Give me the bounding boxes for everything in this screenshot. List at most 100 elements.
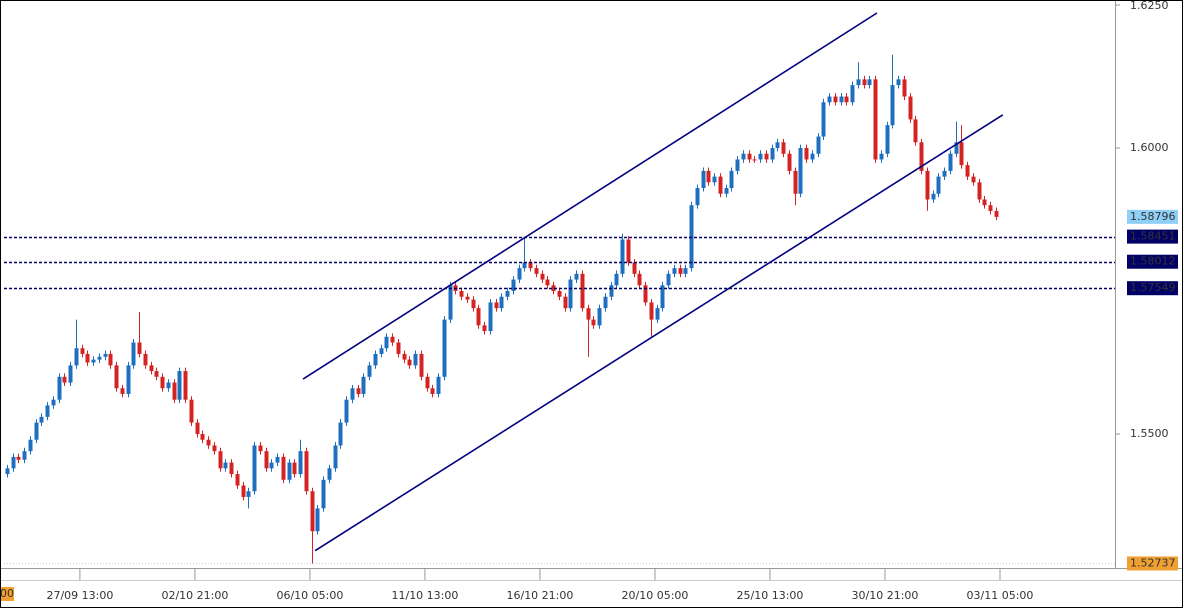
candle-body	[402, 353, 407, 360]
candle-body	[804, 148, 809, 160]
candle-body	[752, 159, 757, 161]
level-label: 1.57549	[1130, 281, 1176, 294]
candle-body	[28, 439, 33, 452]
last-price-label: 1.58796	[1130, 210, 1176, 223]
candle-body	[959, 142, 964, 166]
y-tick-label: 1.6250	[1130, 0, 1169, 12]
candle-body	[764, 153, 769, 160]
candle-body	[206, 439, 211, 446]
candle-body	[425, 376, 430, 389]
candle-body	[729, 170, 734, 189]
candle-body	[298, 451, 303, 475]
candle-body	[856, 79, 861, 86]
candle-body	[252, 445, 257, 492]
candle-body	[448, 285, 453, 320]
candle-body	[844, 96, 849, 103]
candle-body	[982, 199, 987, 206]
candle-body	[839, 96, 844, 103]
candle-body	[177, 371, 182, 400]
candle-body	[22, 451, 27, 460]
candle-body	[827, 96, 832, 103]
candle-body	[97, 356, 102, 360]
x-tick-label: 20/10 05:00	[622, 589, 689, 602]
candle-body	[241, 485, 246, 497]
candle-body	[34, 422, 39, 440]
candle-body	[264, 451, 269, 469]
candle-body	[597, 308, 602, 326]
candle-body	[879, 153, 884, 160]
trend-line	[302, 12, 878, 380]
candle-body	[528, 262, 533, 269]
candle-body	[821, 102, 826, 137]
candle-body	[695, 188, 700, 206]
candle-body	[586, 308, 591, 320]
candle-body	[310, 491, 315, 532]
candle-body	[666, 273, 671, 286]
candle-body	[361, 376, 366, 394]
candle-body	[902, 79, 907, 97]
trend-line	[314, 114, 1004, 552]
candle-body	[200, 434, 205, 440]
candle-body	[643, 285, 648, 303]
candle-body	[781, 142, 786, 154]
candle-body	[137, 342, 142, 354]
x-tick-label: 16/10 21:00	[506, 589, 573, 602]
candle-body	[971, 176, 976, 183]
candle-body	[672, 268, 677, 274]
x-tick-label: 02/10 21:00	[161, 589, 228, 602]
candle-body	[948, 153, 953, 171]
candle-body	[816, 136, 821, 154]
candle-body	[62, 376, 67, 383]
candle-body	[373, 353, 378, 366]
x-tick-label: 30/10 21:00	[852, 589, 919, 602]
candle-body	[545, 279, 550, 286]
candle-body	[787, 153, 792, 171]
candle-body	[246, 491, 251, 497]
candle-body	[258, 445, 263, 452]
candle-body	[108, 353, 113, 366]
candle-body	[551, 285, 556, 292]
candle-body	[91, 359, 96, 363]
candle-body	[379, 348, 384, 354]
candle-body	[988, 205, 993, 211]
candle-body	[80, 348, 85, 354]
candle-body	[557, 291, 562, 297]
candle-body	[833, 96, 838, 103]
candle-body	[287, 462, 292, 480]
candle-body	[522, 262, 527, 269]
candle-body	[413, 353, 418, 366]
candle-body	[103, 353, 108, 357]
level-label-box	[1127, 229, 1178, 244]
candle-body	[482, 325, 487, 332]
candle-body	[931, 193, 936, 200]
cursor-label-box	[1, 587, 14, 601]
candle-body	[913, 119, 918, 143]
level-label-box	[1127, 281, 1178, 296]
candle-body	[333, 445, 338, 469]
candle-body	[68, 365, 73, 383]
candle-body	[770, 148, 775, 160]
candle-body	[994, 210, 999, 217]
candle-body	[620, 239, 625, 274]
candle-body	[166, 382, 171, 389]
candle-body	[315, 508, 320, 532]
candle-body	[798, 148, 803, 194]
candle-body	[632, 262, 637, 274]
candle-body	[712, 176, 717, 183]
candle-body	[494, 302, 499, 309]
candle-body	[614, 273, 619, 286]
candle-body	[476, 308, 481, 326]
candle-body	[390, 336, 395, 343]
candle-body	[580, 273, 585, 309]
y-tick-label: 1.5500	[1130, 427, 1169, 440]
last-price-label-box	[1127, 209, 1178, 224]
x-tick-label: 11/10 13:00	[391, 589, 458, 602]
candle-body	[660, 285, 665, 309]
candle-body	[706, 170, 711, 183]
candle-body	[908, 96, 913, 120]
candle-body	[873, 79, 878, 160]
candle-body	[120, 388, 125, 394]
candle-body	[649, 302, 654, 320]
candle-body	[758, 153, 763, 160]
